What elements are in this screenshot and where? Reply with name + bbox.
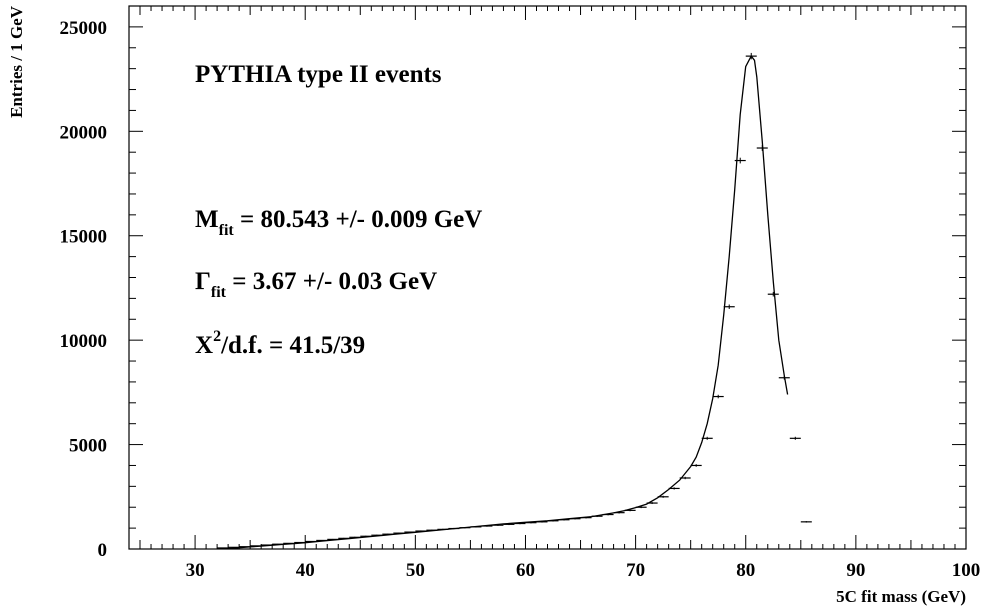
y-tick-label: 0 (98, 540, 108, 561)
y-tick-label: 20000 (60, 122, 108, 143)
x-tick-label: 60 (516, 560, 535, 581)
data-point (723, 304, 735, 309)
y-tick-label: 5000 (69, 436, 107, 457)
data-point (789, 436, 801, 440)
x-tick-label: 100 (952, 560, 981, 581)
data-point (690, 464, 702, 467)
x-tick-label: 80 (736, 560, 755, 581)
fit-curve (228, 54, 789, 550)
data-point (767, 291, 779, 297)
x-tick-label: 40 (296, 560, 315, 581)
x-tick-label: 50 (406, 560, 425, 581)
mass-fit-annotation: Mfit = 80.543 +/- 0.009 GeV (195, 206, 482, 239)
x-tick-label: 90 (846, 560, 865, 581)
y-tick-label: 10000 (60, 331, 108, 352)
y-tick-labels: 0 5000 10000 15000 20000 25000 (60, 18, 108, 561)
data-point (800, 521, 812, 523)
y-axis-label: Entries / 1 GeV (7, 5, 26, 118)
chart-annotation-title: PYTHIA type II events (195, 61, 442, 88)
chi2-annotation: X2/d.f. = 41.5/39 (195, 328, 365, 359)
y-tick-label: 25000 (60, 18, 108, 39)
x-tick-label: 30 (186, 560, 205, 581)
width-fit-annotation: Γfit = 3.67 +/- 0.03 GeV (195, 268, 437, 301)
x-tick-labels: 30 40 50 60 70 80 90 100 (186, 560, 981, 581)
y-tick-label: 15000 (60, 227, 108, 248)
data-point (712, 394, 724, 399)
x-tick-label: 70 (626, 560, 645, 581)
axis-ticks (129, 5, 967, 550)
x-axis-label: 5C fit mass (GeV) (836, 587, 966, 606)
